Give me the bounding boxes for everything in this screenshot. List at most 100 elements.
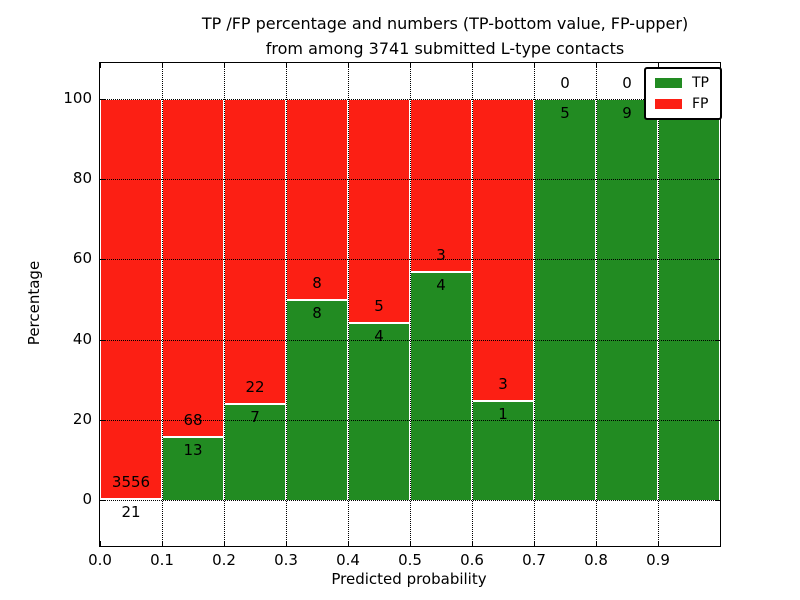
x-tick-mark [224, 541, 225, 546]
y-tick-mark [715, 259, 720, 261]
bar-segment-tp [658, 99, 720, 500]
bar-segment-tp [224, 403, 286, 500]
fp-count-label: 8 [312, 274, 322, 293]
bar-segment-tp [348, 321, 410, 500]
x-tick-label: 0.8 [584, 551, 608, 569]
bar-segment-tp [100, 497, 162, 500]
tp-count-label: 4 [374, 326, 384, 345]
bar-segment-fp [224, 99, 286, 404]
x-tick-mark [348, 63, 349, 68]
y-tick-label: 20 [72, 409, 92, 428]
x-tick-mark [286, 63, 287, 68]
x-tick-mark [100, 63, 101, 68]
x-tick-mark [286, 541, 287, 546]
grid-line-vertical [348, 63, 349, 546]
y-tick-mark [100, 179, 105, 181]
x-tick-mark [596, 63, 597, 68]
y-tick-mark [100, 99, 105, 101]
x-axis-label: Predicted probability [331, 570, 487, 588]
y-tick-mark [100, 499, 105, 501]
x-tick-mark [596, 541, 597, 546]
x-tick-mark [410, 541, 411, 546]
legend-label-tp: TP [692, 75, 709, 91]
legend: TP FP [644, 67, 722, 120]
y-tick-label: 100 [63, 89, 92, 108]
y-tick-label: 0 [82, 489, 92, 508]
y-tick-mark [715, 179, 720, 181]
grid-line-vertical [596, 63, 597, 546]
bar-segment-fp [472, 99, 534, 400]
y-tick-mark [715, 339, 720, 341]
chart-title: TP /FP percentage and numbers (TP-bottom… [135, 11, 755, 61]
x-tick-label: 0.3 [274, 551, 298, 569]
grid-line-vertical [534, 63, 535, 546]
tp-count-label: 8 [312, 304, 322, 323]
x-tick-mark [534, 541, 535, 546]
bar-segment-fp [100, 99, 162, 498]
grid-line-vertical [472, 63, 473, 546]
legend-item-tp: TP [655, 76, 709, 90]
y-tick-mark [100, 259, 105, 261]
grid-line-vertical [162, 63, 163, 546]
grid-line-vertical [286, 63, 287, 546]
tp-count-label: 1 [498, 404, 508, 423]
fp-swatch [655, 99, 682, 109]
tp-swatch [655, 78, 682, 88]
x-tick-label: 0.7 [522, 551, 546, 569]
y-axis-label: Percentage [25, 260, 43, 346]
x-tick-mark [658, 63, 659, 68]
fp-count-label: 0 [560, 74, 570, 93]
bar-segment-tp [596, 99, 658, 500]
grid-line-vertical [410, 63, 411, 546]
y-tick-label: 80 [72, 169, 92, 188]
fp-count-label: 3556 [111, 472, 151, 491]
x-tick-label: 0.9 [646, 551, 670, 569]
x-tick-mark [472, 63, 473, 68]
y-tick-label: 40 [72, 329, 92, 348]
x-tick-mark [534, 63, 535, 68]
fp-count-label: 3 [436, 245, 446, 264]
x-tick-mark [100, 541, 101, 546]
chart-title-line2: from among 3741 submitted L-type contact… [265, 39, 625, 58]
bar-segment-tp [286, 299, 348, 500]
x-tick-mark [410, 63, 411, 68]
tp-count-label: 4 [436, 275, 446, 294]
y-tick-label: 60 [72, 249, 92, 268]
bar-segment-fp [162, 99, 224, 436]
chart-title-line1: TP /FP percentage and numbers (TP-bottom… [201, 14, 689, 33]
bar-segment-tp [410, 270, 472, 500]
x-tick-label: 0.6 [460, 551, 484, 569]
tp-count-label: 13 [183, 440, 203, 459]
y-tick-mark [100, 419, 105, 421]
x-tick-label: 0.1 [150, 551, 174, 569]
bar-segment-fp [348, 99, 410, 322]
bar-segment-tp [534, 99, 596, 500]
legend-label-fp: FP [692, 96, 709, 112]
fp-count-label: 68 [183, 410, 203, 429]
x-tick-mark [658, 541, 659, 546]
x-tick-label: 0.4 [336, 551, 360, 569]
tp-count-label: 5 [560, 104, 570, 123]
y-tick-mark [715, 499, 720, 501]
fp-count-label: 5 [374, 296, 384, 315]
x-tick-label: 0.5 [398, 551, 422, 569]
bar-segment-fp [286, 99, 348, 300]
tp-count-label: 9 [622, 104, 632, 123]
tp-count-label: 21 [121, 502, 141, 521]
x-tick-label: 0.0 [88, 551, 112, 569]
x-tick-mark [224, 63, 225, 68]
fp-count-label: 22 [245, 378, 265, 397]
x-tick-label: 0.2 [212, 551, 236, 569]
x-tick-mark [472, 541, 473, 546]
grid-line-vertical [658, 63, 659, 546]
x-tick-mark [162, 63, 163, 68]
fp-count-label: 0 [622, 74, 632, 93]
x-tick-mark [348, 541, 349, 546]
y-tick-mark [715, 419, 720, 421]
grid-line-vertical [224, 63, 225, 546]
plot-area: 3556216813227885434310509040.00.10.20.30… [63, 62, 721, 569]
fp-count-label: 3 [498, 374, 508, 393]
y-tick-mark [100, 339, 105, 341]
tp-count-label: 7 [250, 408, 260, 427]
